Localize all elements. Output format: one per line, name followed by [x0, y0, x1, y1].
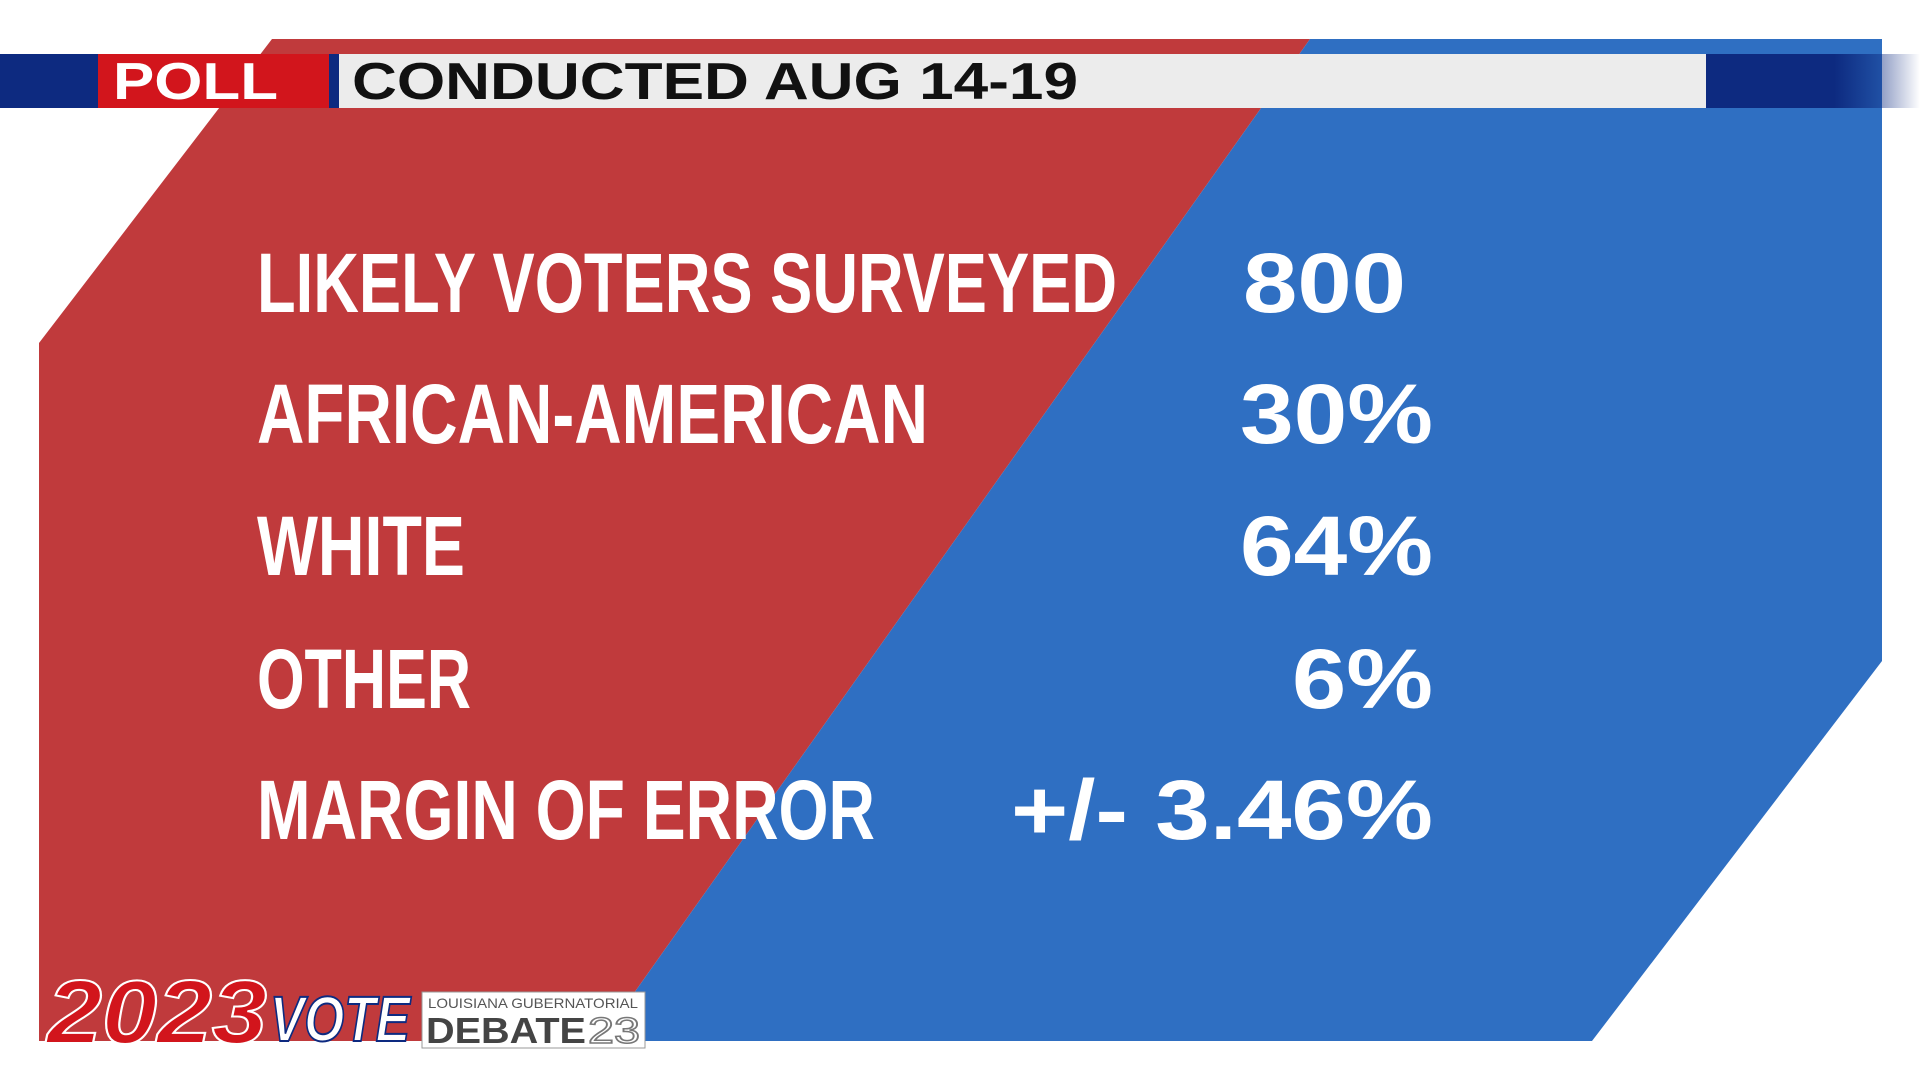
logo-vote: VOTE	[270, 983, 412, 1055]
row-value: 800	[1243, 236, 1406, 330]
logo-year: 2023	[45, 963, 267, 1063]
blue-panel	[600, 39, 1882, 1041]
subtitle: CONDUCTED AUG 14-19	[352, 53, 1078, 111]
logo-debate: DEBATE	[426, 1010, 586, 1051]
row-value: 30%	[1240, 367, 1433, 461]
row-value: +/- 3.46%	[1011, 763, 1433, 857]
tag: POLL	[113, 53, 278, 111]
logo-event: LOUISIANA GUBERNATORIAL	[428, 995, 638, 1011]
divider	[329, 54, 339, 108]
row-value: 64%	[1240, 499, 1433, 593]
subtitle-box	[339, 54, 1706, 108]
red-panel	[39, 39, 1310, 1041]
bar-right	[1706, 54, 1920, 108]
bar-left	[0, 54, 100, 108]
logo-debate-year: 23	[588, 1010, 640, 1051]
poll-box	[98, 54, 329, 108]
row-label: LIKELY VOTERS SURVEYED	[257, 236, 1117, 330]
row-label: WHITE	[257, 499, 465, 593]
row-label: AFRICAN-AMERICAN	[257, 367, 928, 461]
debate-box	[421, 991, 646, 1049]
row-value: 6%	[1292, 632, 1433, 726]
row-label: OTHER	[257, 632, 471, 726]
row-label: MARGIN OF ERROR	[257, 763, 875, 857]
